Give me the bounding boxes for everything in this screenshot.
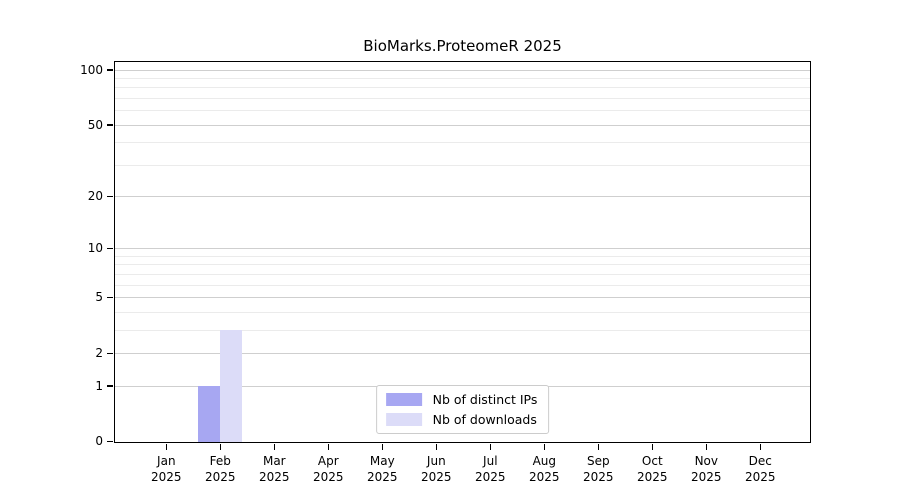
x-tick-year: 2025	[259, 470, 290, 484]
y-tick-mark	[107, 441, 113, 443]
x-tick-label: May 2025	[350, 453, 414, 485]
x-tick-label: Nov 2025	[674, 453, 738, 485]
x-tick-month: Jun	[426, 454, 446, 468]
legend-swatch	[385, 413, 422, 426]
y-tick-mark	[107, 296, 113, 299]
gridline-minor	[115, 311, 810, 313]
x-tick-year: 2025	[475, 470, 506, 484]
x-tick-mark	[705, 444, 707, 450]
x-tick-month: Oct	[641, 454, 663, 468]
x-tick-month: Sep	[586, 454, 610, 468]
gridline-minor	[115, 142, 810, 144]
x-tick-mark	[759, 444, 761, 450]
x-tick-month: Dec	[748, 454, 772, 468]
x-tick-label: Jan 2025	[134, 453, 198, 485]
x-tick-label: Oct 2025	[620, 453, 684, 485]
gridline-minor	[115, 110, 810, 112]
x-tick-mark	[219, 444, 221, 450]
x-tick-mark	[543, 444, 545, 450]
x-tick-label: Sep 2025	[566, 453, 630, 485]
gridline-minor	[115, 78, 810, 79]
gridline-major	[115, 124, 810, 126]
gridline-major	[115, 69, 810, 71]
legend-label: Nb of downloads	[432, 412, 537, 427]
x-tick-mark	[435, 444, 437, 450]
x-tick-mark	[651, 444, 653, 450]
gridline-minor	[115, 255, 810, 257]
x-tick-month: Aug	[532, 454, 557, 468]
legend-item: Nb of distinct IPs	[385, 392, 538, 407]
gridline-major	[115, 196, 810, 198]
gridline-minor	[115, 97, 810, 99]
x-tick-label: Mar 2025	[242, 453, 306, 485]
x-tick-label: Jun 2025	[404, 453, 468, 485]
chart-title: BioMarks.ProteomeR 2025	[363, 37, 562, 55]
x-tick-month: Jul	[483, 454, 498, 468]
bar-nb-of-downloads	[220, 330, 242, 442]
x-tick-mark	[273, 444, 275, 450]
y-axis: 0 1 2 5 10 20 50 100	[0, 61, 114, 447]
y-tick-mark	[107, 352, 113, 354]
gridline-major	[115, 297, 810, 299]
x-tick-year: 2025	[313, 470, 344, 484]
legend-label: Nb of distinct IPs	[432, 392, 538, 407]
x-tick-month: May	[369, 454, 395, 468]
x-tick-month: Jan	[157, 454, 176, 468]
legend-item: Nb of downloads	[385, 412, 538, 427]
y-tick-mark	[107, 195, 113, 198]
y-tick-mark	[107, 69, 113, 71]
y-tick-label: 5	[95, 290, 103, 305]
x-tick-mark	[381, 444, 383, 450]
y-tick-label: 50	[87, 117, 103, 132]
gridline-minor	[115, 284, 810, 286]
y-tick-label: 1	[95, 378, 103, 393]
y-tick-label: 100	[80, 62, 103, 77]
x-tick-label: Dec 2025	[728, 453, 792, 485]
x-tick-label: Feb 2025	[188, 453, 252, 485]
gridline-major	[115, 248, 810, 250]
gridline-minor	[115, 329, 810, 331]
x-tick-mark	[327, 444, 329, 450]
x-tick-year: 2025	[529, 470, 560, 484]
x-tick-mark	[165, 444, 167, 450]
x-tick-mark	[489, 444, 491, 450]
y-tick-mark	[107, 385, 113, 387]
x-tick-label: Jul 2025	[458, 453, 522, 485]
x-tick-year: 2025	[367, 470, 398, 484]
y-tick-label: 0	[95, 434, 103, 449]
x-tick-year: 2025	[691, 470, 722, 484]
x-tick-month: Mar	[262, 454, 286, 468]
y-tick-mark	[107, 247, 113, 250]
gridline-minor	[115, 87, 810, 89]
x-tick-year: 2025	[205, 470, 236, 484]
x-axis: Jan 2025 Feb 2025 Mar 2025 Apr 2025 May 2025 Jun 20…	[114, 443, 811, 499]
gridline-major	[115, 352, 810, 354]
x-tick-year: 2025	[421, 470, 452, 484]
plot-area: Nb of distinct IPs Nb of downloads	[114, 61, 811, 443]
x-tick-year: 2025	[745, 470, 776, 484]
x-tick-year: 2025	[637, 470, 668, 484]
x-tick-label: Apr 2025	[296, 453, 360, 485]
legend: Nb of distinct IPs Nb of downloads	[375, 385, 550, 434]
gridline-minor	[115, 273, 810, 275]
y-tick-label: 2	[95, 345, 103, 360]
x-tick-month: Nov	[694, 454, 718, 468]
x-tick-label: Aug 2025	[512, 453, 576, 485]
gridline-minor	[115, 264, 810, 266]
x-tick-month: Apr	[317, 454, 339, 468]
y-tick-mark	[107, 124, 113, 126]
y-tick-label: 20	[87, 189, 103, 204]
y-tick-label: 10	[87, 241, 103, 256]
x-tick-mark	[597, 444, 599, 450]
x-tick-year: 2025	[151, 470, 182, 484]
bar-nb-of-distinct-ips	[198, 386, 220, 442]
gridline-minor	[115, 164, 810, 166]
x-tick-year: 2025	[583, 470, 614, 484]
legend-swatch	[385, 393, 422, 406]
x-tick-month: Feb	[209, 454, 231, 468]
